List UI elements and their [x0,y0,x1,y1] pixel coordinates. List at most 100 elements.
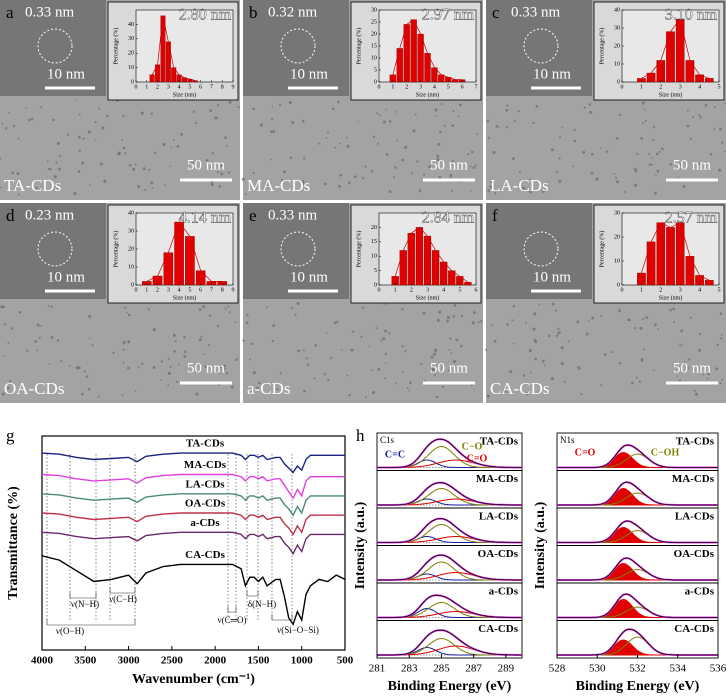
x-axis-label: Binding Energy (eV) [576,679,700,694]
y-tick-label: 40 [128,210,134,216]
x-axis-label: Binding Energy (eV) [388,679,512,694]
lattice-inset [243,0,349,96]
panel-letter: e [249,206,257,225]
particle [105,114,109,118]
particle [121,394,124,397]
particle [357,120,360,123]
particle [200,335,203,338]
particle [595,177,599,181]
particle [325,136,328,139]
particle [195,392,199,396]
particle [699,116,702,119]
particle [211,152,214,155]
particle [17,137,20,140]
particle [336,100,340,104]
component-label: C=O [575,447,596,458]
particle [707,372,711,376]
x-tick-label: 536 [710,663,726,675]
particle [636,152,639,156]
particle [476,133,478,135]
particle [371,391,376,395]
y-tick-label: 30 [614,25,620,31]
scale-label: 50 nm [673,157,711,173]
particle [672,307,676,311]
particle [438,130,442,134]
particle [77,170,81,173]
component-peak [557,487,718,506]
scale-label: 50 nm [673,360,711,376]
lattice-spacing: 0.23 nm [25,207,75,223]
y-tick-label: 30 [371,7,377,13]
row-frame [376,620,523,659]
histogram-bar [396,48,403,83]
particle [382,337,386,341]
histogram-bar [685,256,695,286]
particle [140,111,144,115]
particle [205,159,209,162]
particle [404,145,408,149]
particle [560,346,564,350]
x-tick-label: 287 [465,663,482,675]
particle [147,308,150,311]
particle [434,348,438,352]
sample-name: OA-CDs [478,548,519,560]
particle [721,141,724,144]
band-assignment: ν(C═O) [218,615,247,625]
particle [341,349,343,351]
particle [512,305,516,308]
particle [336,320,339,323]
particle [550,377,554,381]
particle [36,349,39,352]
particle [529,178,532,181]
particle [453,304,457,307]
particle [368,345,371,348]
particle [385,153,389,156]
particle [682,185,686,188]
particle [648,152,651,155]
y-axis-label: Intensity (a.u.) [353,501,368,589]
x-tick-label: 0 [378,84,381,90]
particle [533,312,537,316]
particle [583,106,586,109]
particle [100,162,103,166]
particle [450,189,453,192]
particle [441,385,445,388]
particle [460,314,464,317]
mean-size: 3.10 nm [665,7,718,24]
particle [228,311,231,314]
particle [718,168,722,172]
particle [128,313,131,317]
panel-letter: c [492,3,500,22]
x-tick-label: 3 [426,287,429,293]
particle [98,107,101,110]
particle [142,167,146,171]
particle [544,364,546,367]
particle [330,356,333,360]
particle [716,343,719,347]
particle [348,394,351,397]
particle [618,309,621,313]
x-tick-label: 2000 [204,655,227,667]
x-tick-label: 1500 [247,655,270,667]
particle [395,111,398,113]
particle [721,379,723,381]
fit-envelope [557,481,718,506]
y-tick-label: 25 [371,19,377,25]
particle [561,126,564,129]
particle [152,186,154,189]
particle [449,337,452,340]
bracket [46,619,136,626]
particle [487,136,491,139]
particle [653,369,655,372]
particle [651,163,653,166]
particle [296,301,300,306]
particle [271,118,274,121]
particle [128,163,132,167]
y-tick-label: 15 [371,43,377,49]
particle [19,311,22,314]
component-peak [557,526,718,543]
particle [580,392,583,396]
x-tick-label: 281 [369,663,386,675]
histogram-bar [407,233,415,286]
particle [438,310,442,314]
